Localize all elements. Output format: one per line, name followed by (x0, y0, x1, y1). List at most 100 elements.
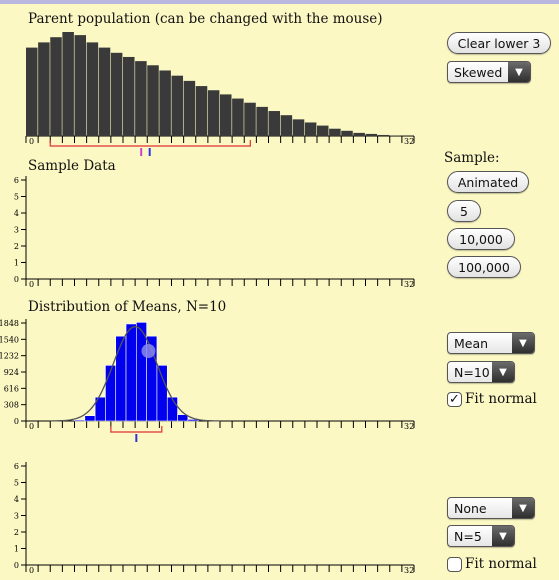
sample-y-tick-label: 3 (14, 226, 19, 235)
parent-bar (232, 98, 244, 136)
parent-bar (292, 119, 305, 136)
dropdown-arrow-icon: ▼ (492, 362, 514, 382)
parent-bar (183, 80, 196, 136)
sample-y-tick-label: 4 (14, 209, 19, 218)
means-bar (115, 335, 127, 422)
parent-bar (365, 133, 378, 136)
sample-10000-button[interactable]: 10,000 (447, 228, 515, 250)
clear-lower-button[interactable]: Clear lower 3 (447, 32, 551, 54)
dropdown-arrow-icon: ▼ (492, 526, 514, 546)
animated-sample-button[interactable]: Animated (447, 171, 529, 193)
statistic-select-means[interactable]: Mean ▼ (447, 332, 535, 354)
means-highlight-point (141, 344, 156, 358)
sample-y-tick-label: 1 (14, 259, 19, 268)
parent-bar (317, 125, 329, 136)
parent-bar (123, 56, 135, 136)
dropdown-arrow-icon: ▼ (512, 498, 534, 518)
parent-x-min-label: 0 (29, 137, 34, 146)
fourth-x-min-label: 0 (29, 566, 34, 575)
parent-bar (38, 42, 50, 136)
sample-y-tick-label: 0 (14, 275, 19, 284)
parent-bar (207, 90, 220, 136)
parent-population-title: Parent population (can be changed with t… (28, 11, 383, 27)
dropdown-arrow-icon: ▼ (508, 62, 530, 82)
means-bar (166, 396, 178, 422)
fourth-y-tick-label: 5 (14, 479, 19, 488)
parent-bar (377, 134, 390, 136)
means-bar (84, 415, 96, 422)
sample-100000-button[interactable]: 100,000 (447, 256, 521, 278)
sample-data-plot: 0 1 2 3 4 5 6 0 32 (14, 176, 415, 289)
parent-bar (341, 130, 353, 136)
means-y-tick-label: 616 (4, 384, 19, 393)
fourth-y-tick-label: 1 (14, 545, 19, 554)
n-select-means-value: N=10 (454, 364, 490, 380)
window-top-border (0, 0, 559, 4)
sample-y-tick-label: 6 (14, 176, 19, 185)
parent-bar (74, 35, 87, 137)
fourth-y-tick-label: 2 (14, 528, 19, 537)
fourth-y-tick-label: 4 (14, 495, 19, 504)
parent-bar (86, 42, 99, 136)
parent-bar (220, 94, 232, 136)
means-x-max-label: 32 (404, 422, 414, 431)
means-normal-curve (50, 325, 221, 422)
checkmark-icon: ✓ (447, 391, 462, 407)
checkbox-empty-icon (447, 556, 462, 572)
means-x-min-label: 0 (29, 422, 34, 431)
parent-population-plot[interactable]: 0 32 (25, 32, 415, 156)
parent-bar (135, 61, 147, 137)
parent-bar (159, 70, 171, 136)
sample-5-button[interactable]: 5 (447, 200, 481, 222)
parent-bar (244, 102, 256, 136)
dropdown-arrow-icon: ▼ (512, 333, 534, 353)
fourth-x-max-label: 32 (404, 566, 414, 575)
means-y-tick-label: 308 (4, 401, 19, 410)
means-bar (125, 323, 137, 422)
fourth-plot: 0 1 2 3 4 5 6 0 32 (14, 462, 415, 575)
parent-bar (256, 106, 268, 136)
n-select-4[interactable]: N=5 ▼ (447, 525, 515, 547)
parent-bar (26, 47, 38, 136)
distribution-select-value: Skewed (454, 64, 503, 80)
sample-x-min-label: 0 (29, 280, 34, 289)
sample-y-tick-label: 5 (14, 193, 19, 202)
parent-bar (171, 75, 184, 136)
parent-bar (147, 65, 159, 136)
parent-bar (389, 135, 402, 136)
means-bar (177, 414, 189, 422)
n-select-4-value: N=5 (454, 528, 482, 544)
means-y-tick-label: 1232 (0, 352, 19, 361)
distribution-of-means-title: Distribution of Means, N=10 (28, 299, 227, 315)
parent-range-bracket (49, 140, 251, 147)
parent-bar (280, 115, 293, 136)
parent-bar (50, 37, 62, 137)
statistic-select-means-value: Mean (454, 335, 489, 351)
distribution-select[interactable]: Skewed ▼ (447, 61, 531, 83)
parent-bar (62, 32, 74, 136)
means-bar (187, 419, 199, 422)
means-y-tick-label: 1540 (0, 335, 19, 344)
sample-data-title: Sample Data (28, 158, 116, 174)
parent-bar (110, 52, 123, 136)
fit-normal-4-label: Fit normal (465, 556, 537, 572)
means-y-tick-label: 1848 (0, 319, 19, 328)
sample-x-max-label: 32 (404, 280, 414, 289)
parent-bar (98, 47, 111, 136)
statistic-select-4-value: None (454, 500, 487, 516)
parent-bar (353, 132, 365, 136)
fit-normal-4-checkbox[interactable]: Fit normal (447, 556, 537, 572)
sample-label: Sample: (444, 150, 500, 166)
fit-normal-means-label: Fit normal (465, 391, 537, 407)
parent-bar (329, 128, 341, 136)
n-select-means[interactable]: N=10 ▼ (447, 361, 515, 383)
statistic-select-4[interactable]: None ▼ (447, 497, 535, 519)
fourth-y-tick-label: 3 (14, 512, 19, 521)
fourth-y-tick-label: 6 (14, 462, 19, 471)
parent-bar (304, 122, 317, 136)
means-bar (156, 365, 168, 422)
parent-x-max-label: 32 (404, 137, 414, 146)
fit-normal-means-checkbox[interactable]: ✓ Fit normal (447, 391, 537, 407)
distribution-of-means-plot: 0 308 616 924 1232 1540 1848 0 32 (0, 319, 415, 442)
